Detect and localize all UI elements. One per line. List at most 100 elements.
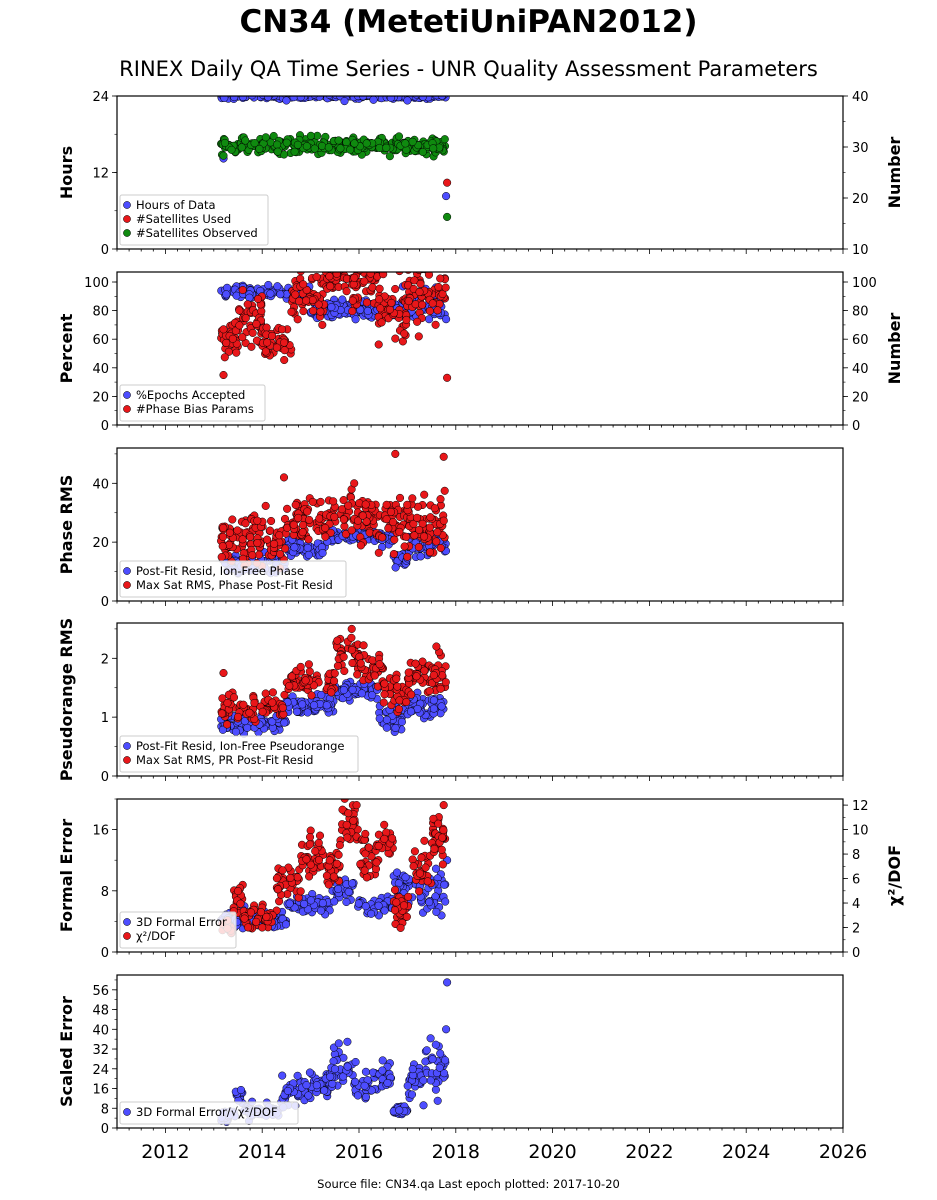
data-point [379,698,388,707]
data-point [247,96,257,100]
data-point [410,531,419,540]
data-point [390,885,400,894]
data-point [278,866,287,875]
data-point [337,505,347,514]
data-point [391,449,400,458]
data-point [350,273,359,282]
data-point [418,519,427,528]
data-point [420,490,429,499]
data-point [325,272,334,281]
data-point [360,277,369,286]
data-point [375,143,384,152]
data-point [232,348,241,357]
data-point [294,513,303,522]
data-point [258,707,267,716]
data-point [248,328,257,337]
data-point [351,1057,360,1067]
data-point [401,873,410,882]
data-point [415,887,424,896]
data-point [361,500,370,509]
data-point [429,144,438,153]
data-point [350,139,359,148]
y-tick-label: 20 [92,536,109,551]
legend-marker [123,756,131,764]
data-point [253,538,262,548]
data-point [344,809,353,818]
y-axis-label: Percent [57,313,76,383]
data-point [301,676,310,685]
data-point [312,1081,321,1090]
data-point [302,142,311,151]
data-point [392,898,401,907]
data-point [374,830,383,839]
data-point [299,280,308,289]
data-point [322,871,331,880]
data-point [431,864,441,873]
data-point [426,1076,435,1085]
y-tick-label: 12 [92,167,109,182]
data-point [378,533,387,542]
y2-tick-label: 4 [852,897,860,912]
data-point [298,528,307,537]
data-point [238,535,247,544]
data-point [391,563,400,572]
data-point [437,96,447,100]
data-point [255,144,264,153]
data-point [220,138,229,147]
legend-box [119,1101,299,1125]
data-points [217,96,452,221]
data-point [339,496,348,505]
legend-marker [123,201,131,209]
data-point [370,671,379,680]
data-point [241,136,250,145]
data-point [356,659,365,668]
data-point [352,801,361,810]
data-point [344,887,353,896]
y-tick-label: 20 [92,390,109,405]
data-point [263,535,272,544]
data-point [218,542,227,551]
data-point [275,531,284,540]
legend-label: χ²/DOF [136,929,176,943]
data-point [295,297,304,306]
data-point [383,1078,392,1088]
data-point [307,691,316,700]
y2-tick-label: 10 [852,824,869,839]
data-point [365,528,374,537]
data-point [327,303,336,312]
data-point [280,718,289,727]
legend-label: Max Sat RMS, Phase Post-Fit Resid [136,578,333,592]
data-point [225,540,234,549]
data-point [354,899,363,908]
data-point [395,1106,404,1115]
data-point [404,281,413,290]
y-tick-label: 56 [92,984,109,999]
data-point [272,343,281,352]
data-point [318,548,327,558]
data-point [395,493,405,502]
data-point [362,298,371,307]
y-tick-label: 8 [101,885,109,900]
data-point [304,660,313,669]
data-point [322,701,331,710]
x-tick-label: 2016 [335,1141,383,1163]
series-2 [443,178,452,187]
data-point [220,96,229,102]
data-point [296,96,305,102]
y-axis-label: Scaled Error [57,996,76,1107]
data-point [330,897,339,906]
data-point [302,296,311,305]
data-point [389,549,398,559]
data-point [428,299,437,308]
source-footnote: Source file: CN34.qa Last epoch plotted:… [317,1177,620,1191]
data-point [324,143,333,152]
data-point [235,306,244,315]
data-point [396,923,405,932]
data-point [438,833,447,842]
data-point [436,684,445,693]
data-point [330,262,338,270]
data-point [261,347,270,356]
data-point [375,660,384,669]
data-point [439,452,448,461]
